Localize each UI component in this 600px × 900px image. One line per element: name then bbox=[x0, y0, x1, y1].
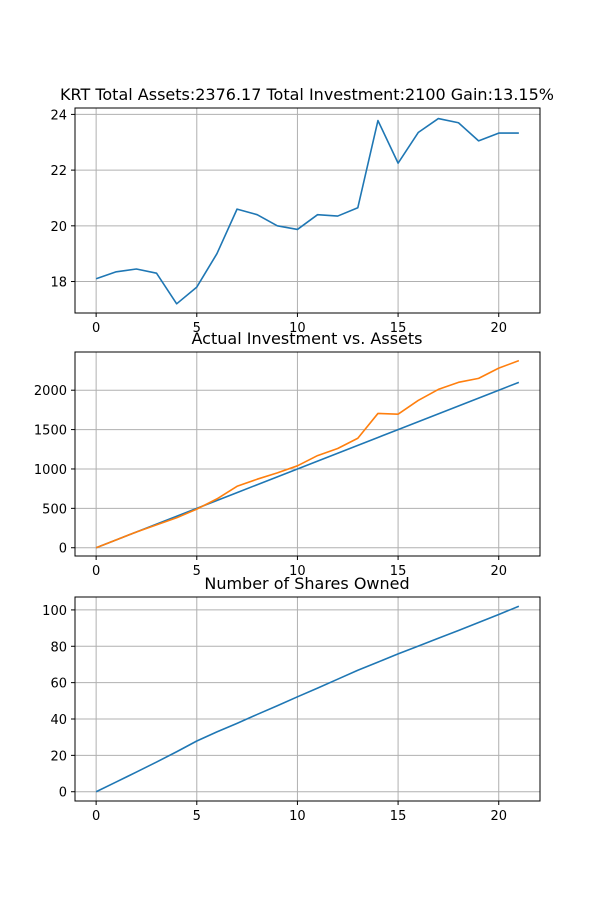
x-tick-label: 5 bbox=[193, 321, 201, 336]
y-tick-label: 22 bbox=[50, 164, 67, 179]
panel-title: Actual Investment vs. Assets bbox=[192, 329, 423, 348]
y-tick-label: 0 bbox=[59, 542, 67, 557]
x-tick-label: 10 bbox=[289, 564, 306, 579]
x-tick-label: 0 bbox=[92, 809, 100, 824]
x-tick-label: 20 bbox=[490, 321, 507, 336]
y-tick-label: 2000 bbox=[34, 384, 67, 399]
plot-frame bbox=[74, 351, 541, 557]
panel-title: Number of Shares Owned bbox=[204, 574, 409, 593]
plot-frame bbox=[74, 596, 541, 802]
y-tick-label: 60 bbox=[50, 677, 67, 692]
y-tick-label: 1000 bbox=[34, 463, 67, 478]
x-tick-label: 20 bbox=[490, 809, 507, 824]
panel-investment-vs-assets: Actual Investment vs. Assets 0 5 10 15 20 0 50… bbox=[34, 329, 541, 579]
series-line bbox=[95, 359, 520, 549]
x-tick-label: 5 bbox=[193, 564, 201, 579]
y-tick-label: 80 bbox=[50, 640, 67, 655]
series-line bbox=[95, 117, 519, 305]
y-tick-label: 24 bbox=[50, 108, 67, 123]
series-line bbox=[95, 605, 520, 793]
x-tick-label: 15 bbox=[390, 321, 407, 336]
panel-asset-price: KRT Total Assets:2376.17 Total Investmen… bbox=[50, 85, 554, 336]
x-tick-label: 0 bbox=[92, 564, 100, 579]
x-tick-label: 20 bbox=[490, 564, 507, 579]
x-tick-label: 0 bbox=[92, 321, 100, 336]
series-line bbox=[95, 381, 520, 549]
x-tick-label: 5 bbox=[193, 809, 201, 824]
x-tick-label: 10 bbox=[289, 321, 306, 336]
x-tick-label: 10 bbox=[289, 809, 306, 824]
x-tick-label: 15 bbox=[390, 809, 407, 824]
y-tick-label: 20 bbox=[50, 220, 67, 235]
y-tick-label: 0 bbox=[59, 786, 67, 801]
panel-shares-owned: Number of Shares Owned 0 5 10 15 20 0 20 40 60 80… bbox=[42, 574, 541, 824]
y-tick-label: 1500 bbox=[34, 424, 67, 439]
x-tick-label: 15 bbox=[390, 564, 407, 579]
y-tick-label: 500 bbox=[42, 502, 67, 517]
y-tick-label: 40 bbox=[50, 713, 67, 728]
plot-frame bbox=[74, 107, 541, 314]
y-tick-label: 100 bbox=[42, 604, 67, 619]
y-tick-label: 20 bbox=[50, 749, 67, 764]
panel-title: KRT Total Assets:2376.17 Total Investmen… bbox=[60, 85, 554, 104]
y-tick-label: 18 bbox=[50, 276, 67, 291]
